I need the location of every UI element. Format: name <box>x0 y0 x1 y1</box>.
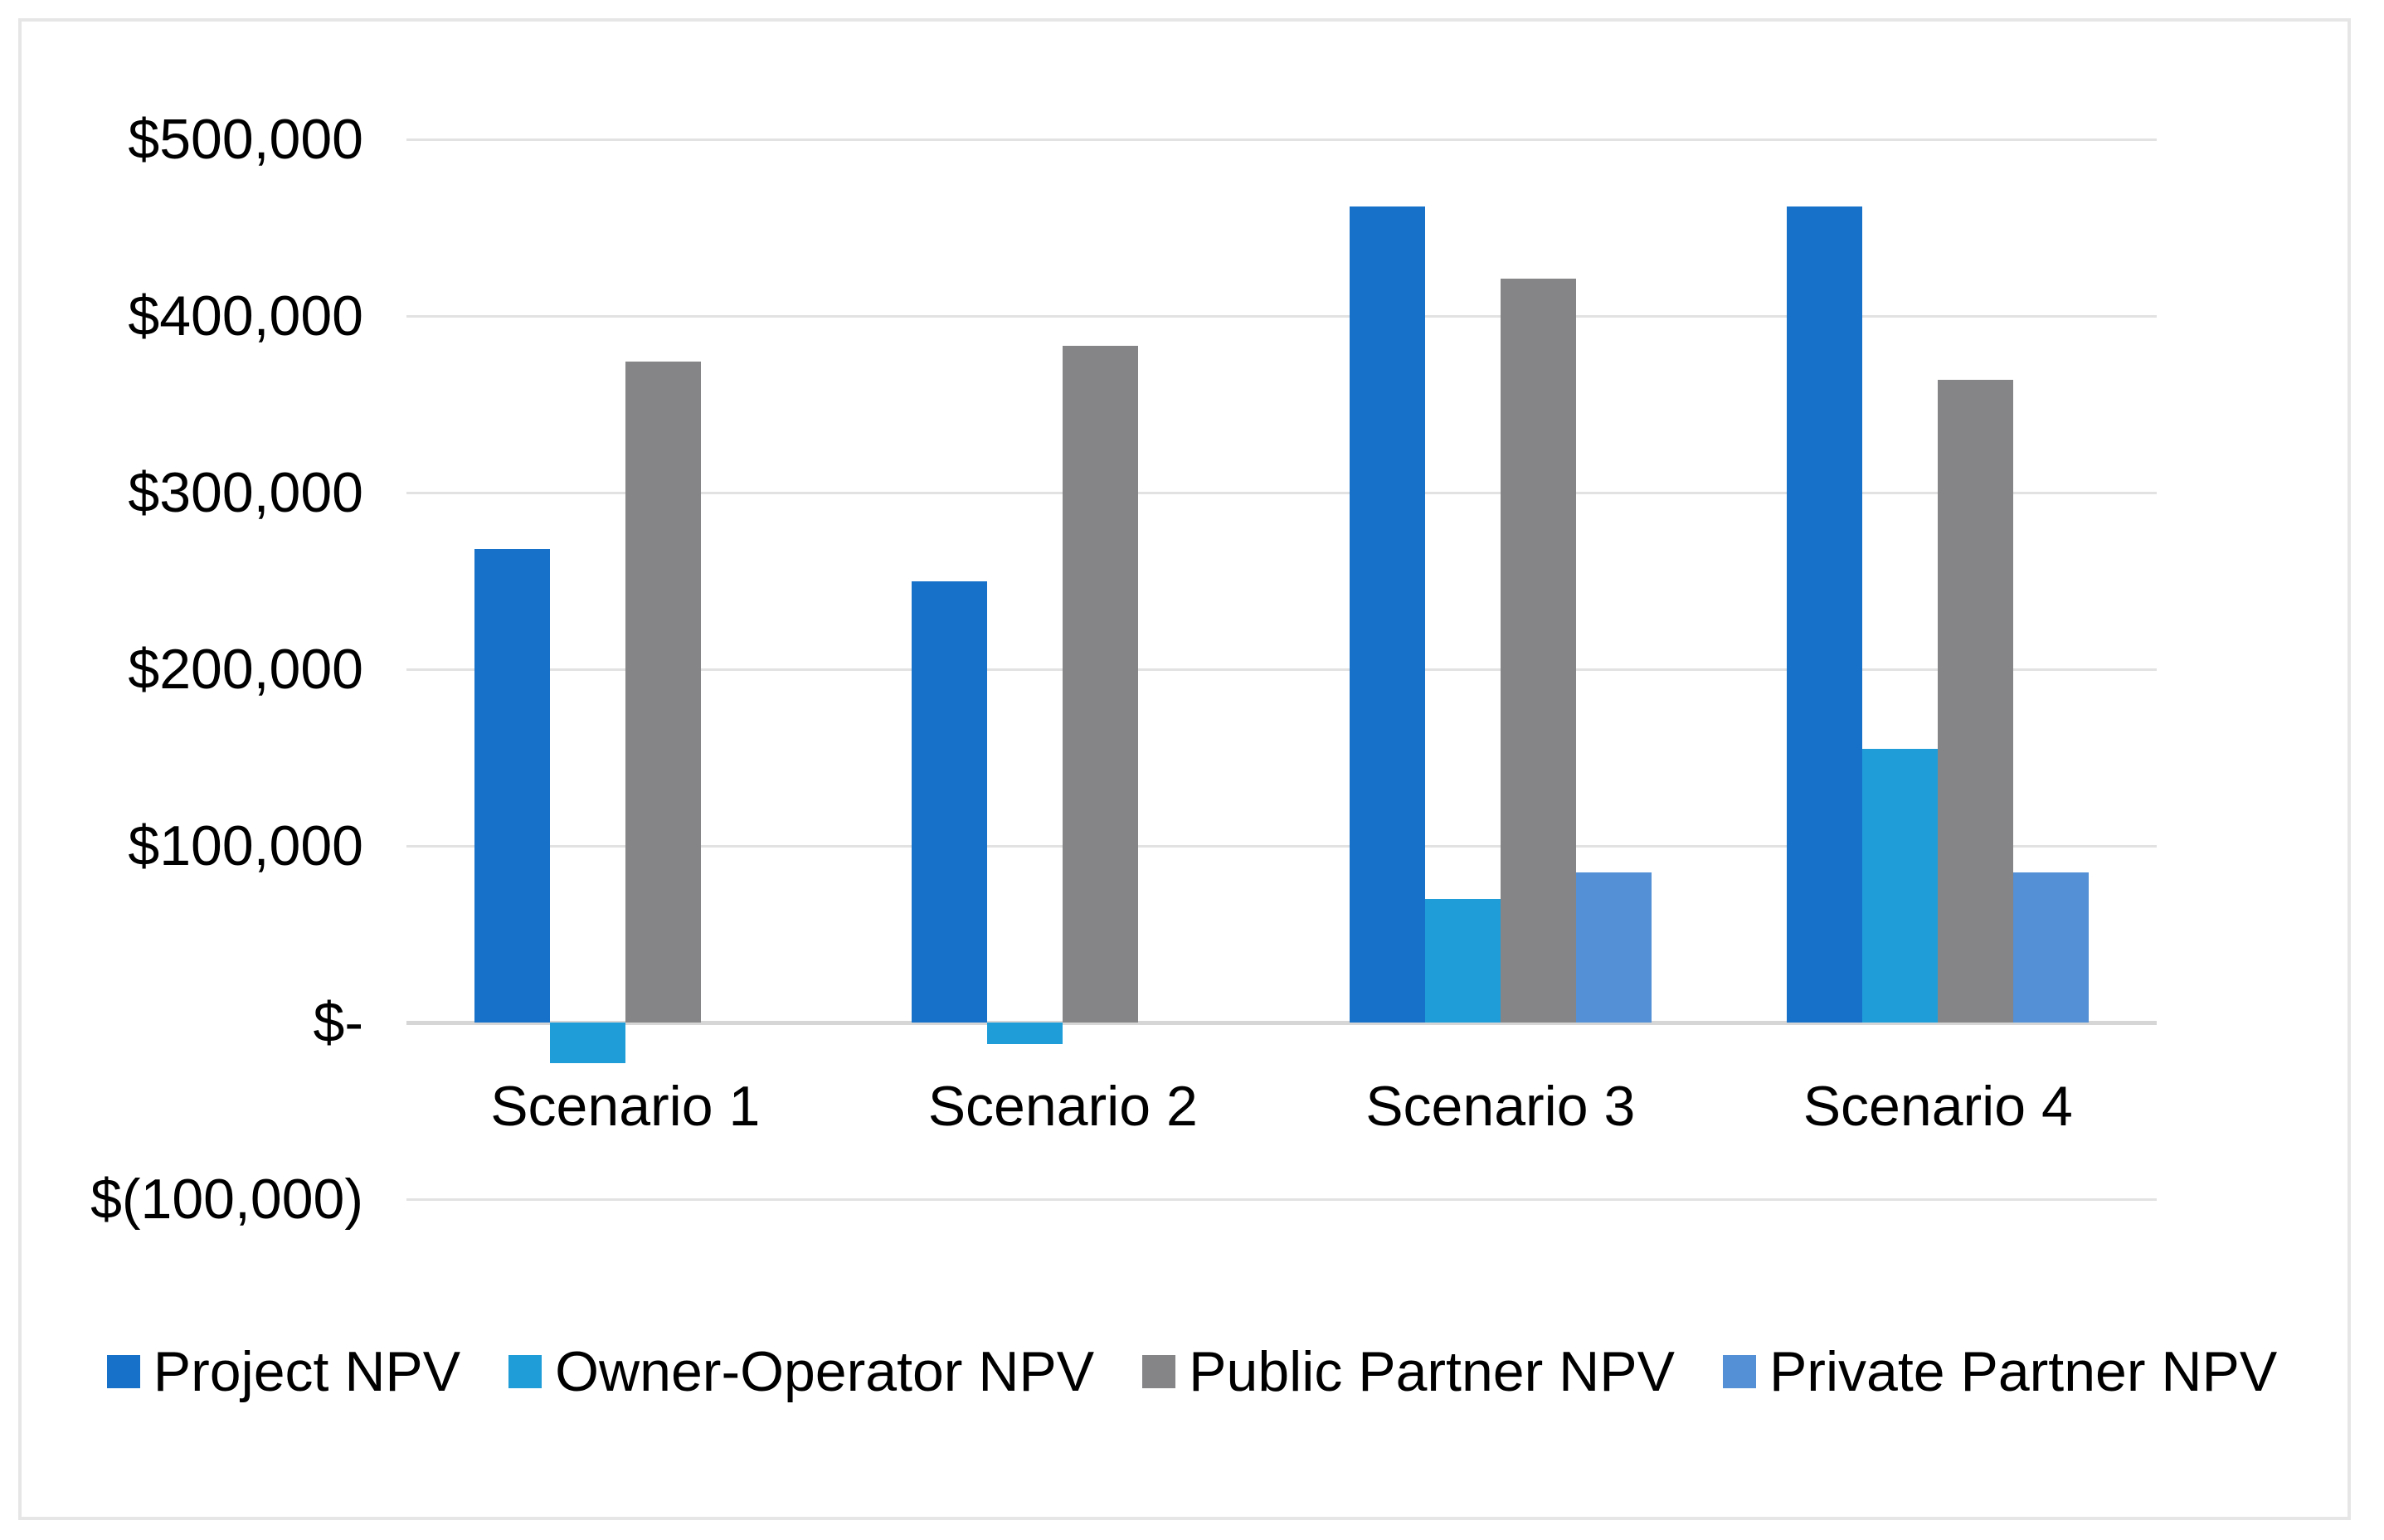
gridline <box>406 315 2157 318</box>
gridline <box>406 138 2157 141</box>
gridline <box>406 668 2157 671</box>
legend-item-owner-operator-npv: Owner-Operator NPV <box>508 1337 1094 1406</box>
bar-scenario-2-project-npv <box>912 581 988 1023</box>
x-category-label: Scenario 3 <box>1365 1075 1636 1138</box>
bar-scenario-1-public-partner-npv <box>625 362 701 1023</box>
legend: Project NPV Owner-Operator NPV Public Part… <box>0 1337 2384 1406</box>
y-tick-label: $200,000 <box>128 638 363 701</box>
legend-label: Private Partner NPV <box>1769 1340 2278 1403</box>
legend-label: Public Partner NPV <box>1189 1340 1675 1403</box>
bar-scenario-3-project-npv <box>1349 206 1425 1023</box>
legend-item-project-npv: Project NPV <box>106 1337 461 1406</box>
gridline <box>406 845 2157 848</box>
bar-scenario-3-public-partner-npv <box>1500 279 1576 1023</box>
legend-item-private-partner-npv: Private Partner NPV <box>1722 1337 2278 1406</box>
bar-scenario-4-project-npv <box>1787 206 1863 1023</box>
y-tick-label: $300,000 <box>128 461 363 524</box>
gridline <box>406 1198 2157 1201</box>
legend-item-public-partner-npv: Public Partner NPV <box>1142 1337 1675 1406</box>
bar-scenario-1-owner-operator-npv <box>549 1023 625 1063</box>
x-category-label: Scenario 1 <box>490 1075 761 1138</box>
x-category-label: Scenario 4 <box>1803 1075 2073 1138</box>
legend-marker-icon <box>1142 1355 1176 1388</box>
y-tick-label: $(100,000) <box>90 1168 363 1231</box>
y-tick-label: $400,000 <box>128 284 363 347</box>
legend-marker-icon <box>106 1355 140 1388</box>
bar-scenario-4-owner-operator-npv <box>1862 748 1939 1023</box>
y-tick-label: $- <box>313 991 363 1054</box>
bar-scenario-4-public-partner-npv <box>1938 379 2014 1023</box>
legend-label: Owner-Operator NPV <box>555 1340 1095 1403</box>
legend-marker-icon <box>508 1355 542 1388</box>
bar-scenario-2-owner-operator-npv <box>987 1023 1063 1044</box>
y-tick-label: $100,000 <box>128 814 363 877</box>
legend-label: Project NPV <box>153 1340 461 1403</box>
zero-axis-line <box>406 1021 2157 1025</box>
bar-scenario-2-public-partner-npv <box>1063 346 1139 1023</box>
legend-marker-icon <box>1722 1355 1756 1388</box>
plot-area <box>406 138 2157 1201</box>
bar-scenario-3-private-partner-npv <box>1575 872 1652 1023</box>
y-tick-label: $500,000 <box>128 108 363 171</box>
bar-scenario-1-project-npv <box>474 549 550 1023</box>
bar-scenario-4-private-partner-npv <box>2013 872 2090 1023</box>
bar-scenario-3-owner-operator-npv <box>1424 898 1501 1023</box>
gridline <box>406 492 2157 494</box>
x-category-label: Scenario 2 <box>927 1075 1198 1138</box>
